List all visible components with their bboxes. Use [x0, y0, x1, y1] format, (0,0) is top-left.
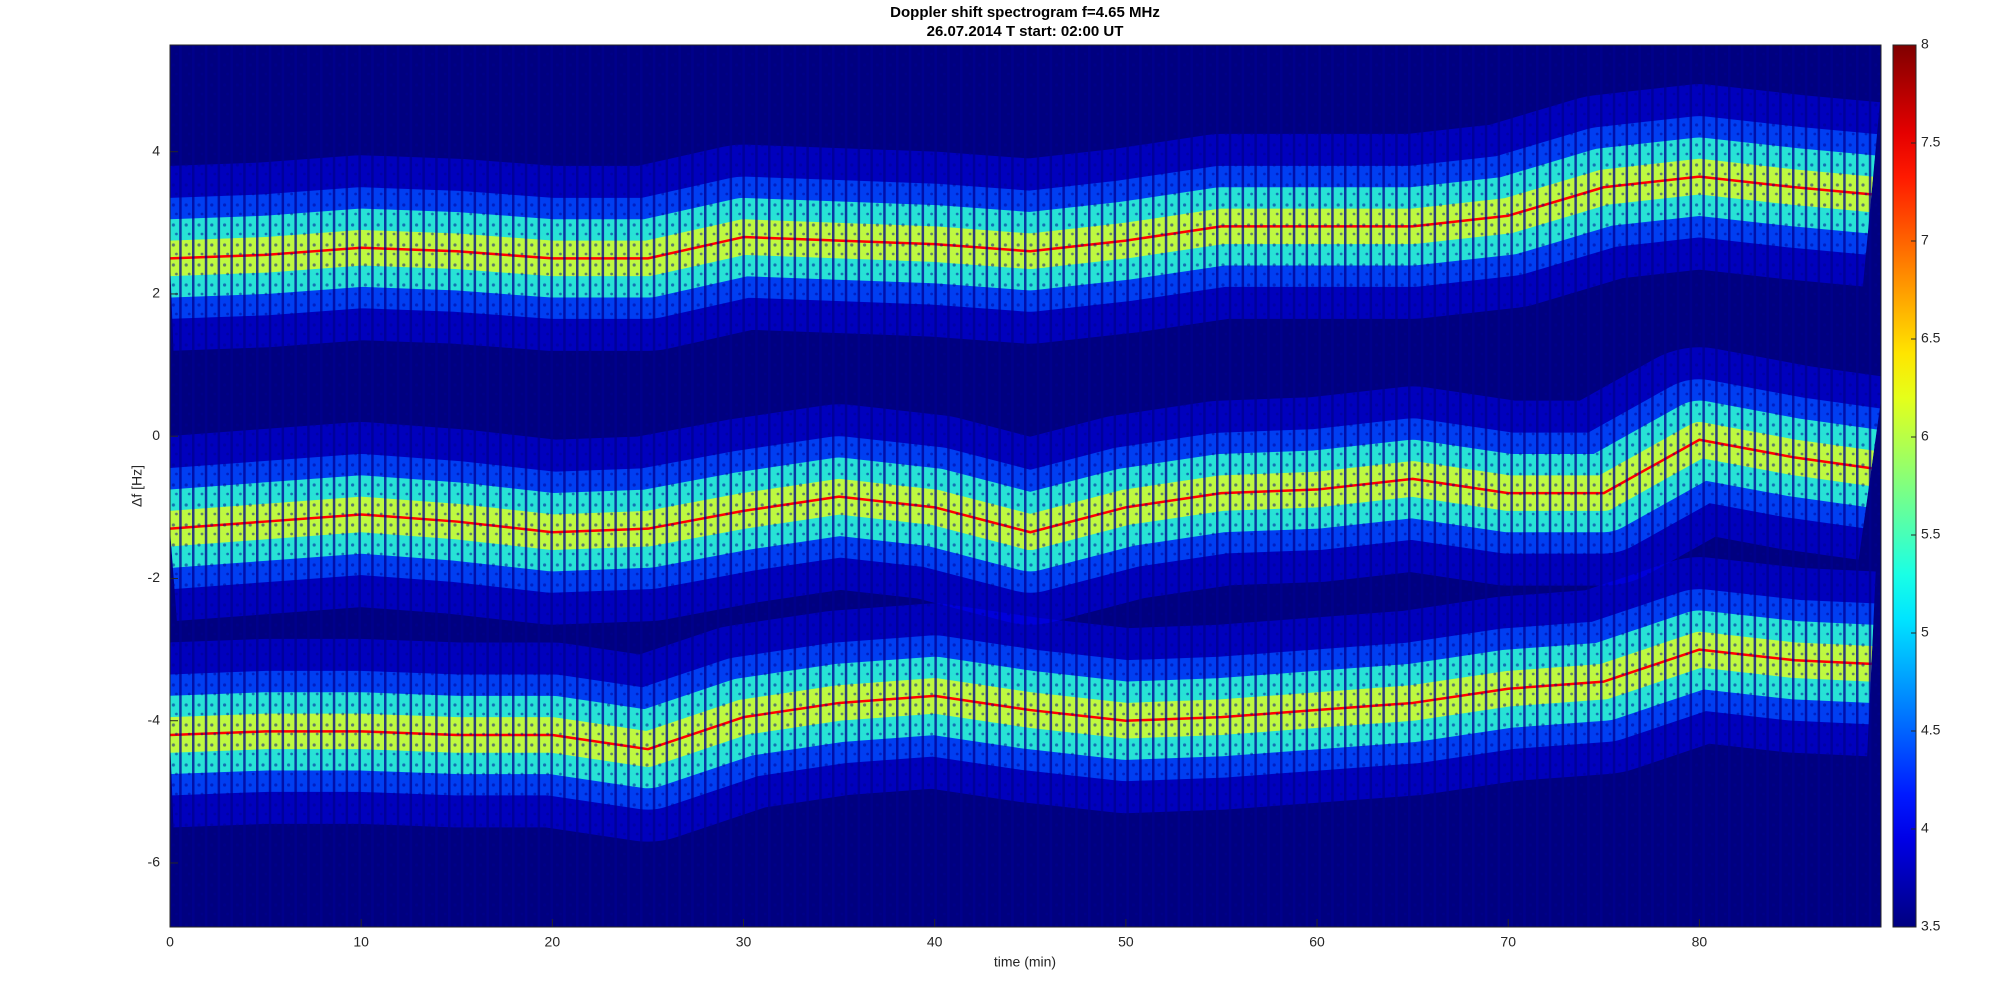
x-tick-label: 60: [1309, 934, 1325, 950]
colorbar-tick-label: 4: [1921, 820, 1929, 836]
texture: [170, 45, 1881, 927]
y-tick-label: -6: [148, 854, 161, 870]
colorbar-tick-label: 7.5: [1921, 134, 1941, 150]
plot-area: [170, 45, 1881, 927]
x-tick-label: 40: [927, 934, 943, 950]
x-tick-label: 30: [736, 934, 752, 950]
x-tick-label: 80: [1692, 934, 1708, 950]
colorbar-tick-label: 6.5: [1921, 330, 1941, 346]
colorbar-tick-label: 6: [1921, 428, 1929, 444]
colorbar-tick-label: 8: [1921, 36, 1929, 52]
x-tick-label: 10: [353, 934, 369, 950]
x-tick-label: 20: [545, 934, 561, 950]
x-tick-label: 70: [1500, 934, 1516, 950]
chart-title: Doppler shift spectrogram f=4.65 MHz: [890, 4, 1160, 21]
colorbar: [1892, 44, 1917, 928]
y-tick-label: 4: [152, 142, 160, 158]
colorbar-tick-label: 7: [1921, 232, 1929, 248]
axes: 0 10 20 30 40 50 60 70 80 -6 -4 -2 0 2 4 3.5 4 4.5 5 5.5 6 6.…: [148, 36, 1941, 950]
y-tick-label: -4: [148, 711, 161, 727]
colorbar-tick-label: 3.5: [1921, 918, 1941, 934]
colorbar-tick-label: 4.5: [1921, 722, 1941, 738]
x-tick-label: 0: [166, 934, 174, 950]
plot-frame: [169, 44, 1882, 928]
y-tick-label: 0: [152, 427, 160, 443]
colorbar-tick-label: 5.5: [1921, 526, 1941, 542]
x-tick-label: 50: [1118, 934, 1134, 950]
colorbar-tick-label: 5: [1921, 624, 1929, 640]
chart-subtitle: 26.07.2014 T start: 02:00 UT: [927, 23, 1124, 40]
y-tick-label: 2: [152, 285, 160, 301]
y-tick-label: -2: [148, 569, 161, 585]
y-axis-label: Δf [Hz]: [129, 465, 145, 507]
x-axis-label: time (min): [994, 954, 1056, 970]
